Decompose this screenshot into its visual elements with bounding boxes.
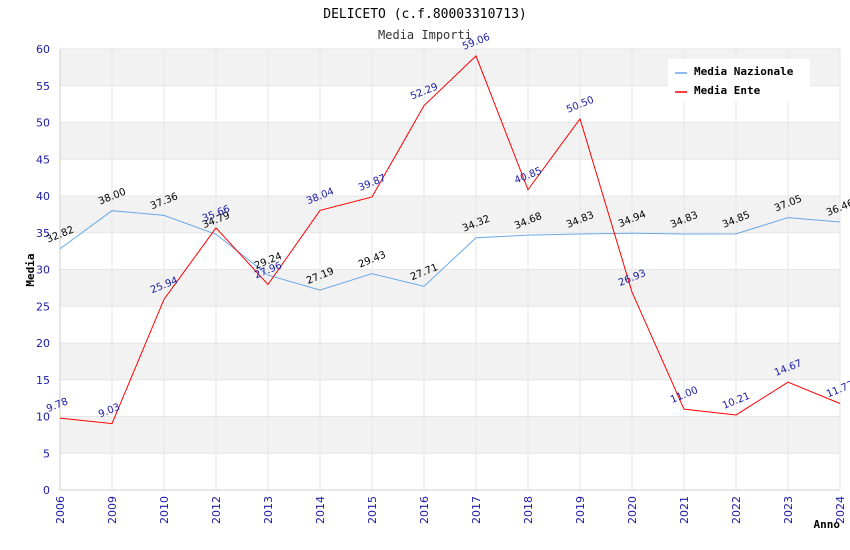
x-axis-ticks: 2006 2009 2010 2012 2013 2014 2015 2016 2017 2018… — [54, 496, 847, 524]
legend-label-media-ente: Media Ente — [694, 84, 761, 97]
x-tick-label: 2021 — [678, 496, 691, 524]
plot-background — [60, 49, 840, 490]
chart-title: DELICETO (c.f.80003310713) — [323, 7, 527, 22]
y-tick-label: 35 — [36, 227, 50, 240]
y-tick-label: 60 — [36, 43, 50, 56]
plot-band — [60, 379, 840, 417]
x-tick-label: 2013 — [262, 496, 275, 524]
chart-subtitle: Media Importi — [378, 28, 472, 42]
y-axis-ticks: 0 5 10 15 20 25 30 35 40 45 50 55 60 — [36, 43, 50, 497]
y-tick-label: 30 — [36, 264, 50, 277]
y-tick-label: 50 — [36, 117, 50, 130]
x-tick-label: 2023 — [782, 496, 795, 524]
x-tick-label: 2014 — [314, 496, 327, 524]
plot-band — [60, 453, 840, 490]
y-tick-label: 10 — [36, 411, 50, 424]
plot-band — [60, 306, 840, 343]
y-axis-label: Media — [24, 253, 37, 286]
series-line-media-ente — [59, 55, 841, 425]
legend-label-media-nazionale: Media Nazionale — [694, 65, 794, 78]
plot-band — [60, 196, 840, 233]
x-tick-label: 2015 — [366, 496, 379, 524]
y-tick-label: 45 — [36, 153, 50, 166]
x-tick-label: 2010 — [158, 496, 171, 524]
y-tick-label: 5 — [43, 447, 50, 460]
y-tick-label: 20 — [36, 337, 50, 350]
x-tick-label: 2009 — [106, 496, 119, 524]
y-tick-label: 25 — [36, 300, 50, 313]
x-tick-label: 2017 — [470, 496, 483, 524]
x-tick-label: 2020 — [626, 496, 639, 524]
x-tick-label: 2024 — [834, 496, 847, 524]
x-tick-label: 2006 — [54, 496, 67, 524]
x-tick-label: 2018 — [522, 496, 535, 524]
x-tick-label: 2012 — [210, 496, 223, 524]
plot-band — [60, 122, 840, 160]
x-axis-label: Anno — [814, 518, 841, 531]
x-tick-label: 2016 — [418, 496, 431, 524]
series-lines — [59, 55, 841, 425]
x-tick-label: 2019 — [574, 496, 587, 524]
legend: Media Nazionale Media Ente — [668, 59, 810, 101]
y-tick-label: 15 — [36, 374, 50, 387]
plot-band — [60, 343, 840, 380]
y-tick-label: 55 — [36, 80, 50, 93]
legend-box — [668, 59, 810, 101]
y-tick-label: 40 — [36, 190, 50, 203]
y-tick-label: 0 — [43, 484, 50, 497]
x-tick-label: 2022 — [730, 496, 743, 524]
plot-band — [60, 232, 840, 270]
plot-band — [60, 269, 840, 307]
series-line-media-nazionale — [59, 210, 841, 291]
plot-band — [60, 159, 840, 196]
grid-lines — [59, 48, 841, 491]
plot-band — [60, 416, 840, 454]
